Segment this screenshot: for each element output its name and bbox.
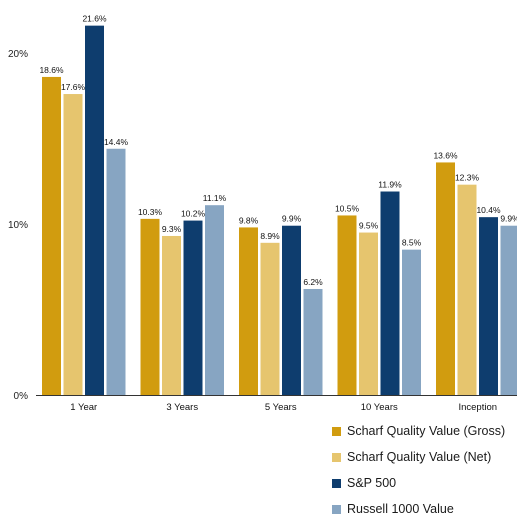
- bars: [42, 26, 517, 395]
- legend-item: Scharf Quality Value (Gross): [332, 418, 505, 444]
- x-tick-label: 5 Years: [265, 402, 297, 413]
- x-tick-label: Inception: [458, 402, 497, 413]
- data-label: 8.9%: [260, 231, 280, 241]
- bar: [42, 77, 61, 395]
- data-label: 21.6%: [82, 14, 107, 24]
- bar: [436, 162, 455, 395]
- x-axis: 1 Year 3 Years 5 Years 10 Years Inception: [36, 396, 517, 414]
- bar: [479, 217, 498, 395]
- bar: [141, 219, 160, 395]
- data-label: 11.9%: [378, 180, 402, 190]
- legend-swatch: [332, 427, 341, 436]
- data-label: 9.8%: [239, 215, 259, 225]
- bar: [359, 233, 378, 395]
- data-label: 9.9%: [500, 214, 517, 224]
- data-label: 10.5%: [335, 203, 360, 213]
- bar: [184, 221, 203, 395]
- data-label: 14.4%: [104, 137, 129, 147]
- data-label: 9.3%: [162, 224, 182, 234]
- y-tick-label: 20%: [8, 49, 28, 60]
- data-label: 10.2%: [181, 209, 206, 219]
- legend-label: Scharf Quality Value (Net): [347, 450, 491, 464]
- bar: [261, 243, 280, 395]
- bar: [338, 215, 357, 395]
- data-label: 8.5%: [402, 238, 422, 248]
- data-label: 6.2%: [303, 277, 323, 287]
- legend-label: S&P 500: [347, 476, 396, 490]
- data-label: 9.9%: [282, 214, 302, 224]
- data-label: 18.6%: [39, 65, 64, 75]
- data-label: 11.1%: [203, 193, 227, 203]
- bar: [458, 185, 477, 395]
- legend: Scharf Quality Value (Gross) Scharf Quali…: [332, 418, 505, 522]
- bar: [107, 149, 126, 395]
- bar: [64, 94, 83, 395]
- legend-item: S&P 500: [332, 470, 505, 496]
- x-tick-label: 3 Years: [166, 402, 198, 413]
- bar: [402, 250, 421, 395]
- bar: [381, 192, 400, 395]
- legend-swatch: [332, 453, 341, 462]
- legend-label: Scharf Quality Value (Gross): [347, 424, 505, 438]
- data-label: 9.5%: [359, 221, 379, 231]
- bar: [162, 236, 181, 395]
- data-label: 12.3%: [455, 173, 480, 183]
- bar: [85, 26, 104, 395]
- legend-item: Russell 1000 Value: [332, 496, 505, 522]
- bar: [239, 227, 258, 395]
- data-label: 10.3%: [138, 207, 163, 217]
- data-label: 10.4%: [476, 205, 501, 215]
- x-tick-label: 10 Years: [361, 402, 398, 413]
- y-tick-label: 10%: [8, 220, 28, 231]
- y-axis: 0% 10% 20%: [8, 49, 28, 402]
- data-label: 13.6%: [433, 150, 458, 160]
- bar: [282, 226, 301, 395]
- x-tick-label: 1 Year: [70, 402, 97, 413]
- bar: [304, 289, 323, 395]
- data-label: 17.6%: [61, 82, 86, 92]
- y-tick-label: 0%: [14, 391, 29, 402]
- legend-item: Scharf Quality Value (Net): [332, 444, 505, 470]
- legend-swatch: [332, 479, 341, 488]
- bar: [205, 205, 224, 395]
- legend-label: Russell 1000 Value: [347, 502, 454, 516]
- bar: [501, 226, 517, 395]
- legend-swatch: [332, 505, 341, 514]
